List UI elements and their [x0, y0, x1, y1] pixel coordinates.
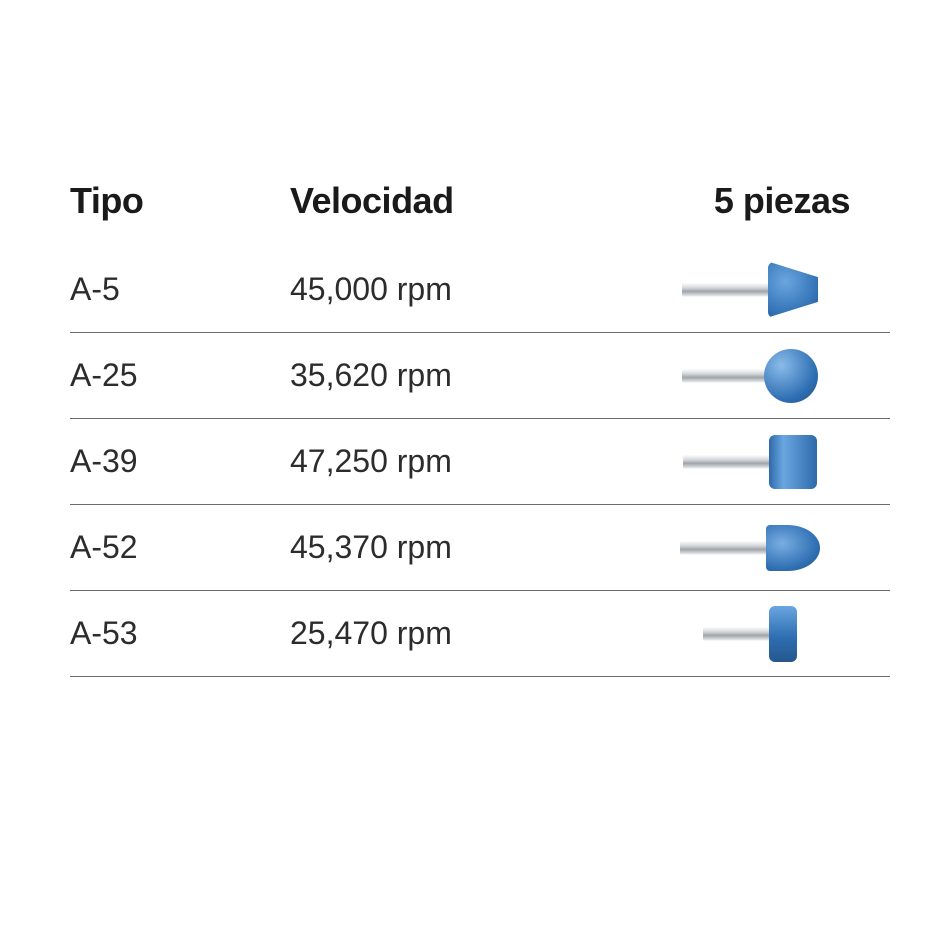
cell-tipo: A-52	[70, 529, 290, 566]
cell-velocidad: 45,000 rpm	[290, 271, 610, 308]
table-row: A-39 47,250 rpm	[70, 419, 890, 505]
cell-velocidad: 35,620 rpm	[290, 357, 610, 394]
bit-head-icon	[769, 606, 797, 662]
cell-image	[610, 435, 890, 489]
header-piezas: 5 piezas	[610, 180, 890, 222]
bit-shaft-icon	[682, 283, 768, 297]
cell-image	[610, 525, 890, 571]
cell-image	[610, 349, 890, 403]
bit-head-icon	[764, 349, 818, 403]
bit-shaft-icon	[683, 455, 769, 469]
table-row: A-52 45,370 rpm	[70, 505, 890, 591]
bit-cylinder-icon	[683, 435, 817, 489]
table-row: A-5 45,000 rpm	[70, 247, 890, 333]
bit-ball-icon	[682, 349, 818, 403]
bit-disc-icon	[703, 606, 797, 662]
bit-shaft-icon	[680, 541, 766, 555]
header-tipo: Tipo	[70, 180, 290, 222]
cell-image	[610, 606, 890, 662]
cell-tipo: A-53	[70, 615, 290, 652]
bit-shaft-icon	[682, 369, 768, 383]
cell-image	[610, 262, 890, 318]
spec-table: Tipo Velocidad 5 piezas A-5 45,000 rpm A…	[70, 180, 890, 677]
cell-tipo: A-5	[70, 271, 290, 308]
bit-bullet-icon	[680, 525, 820, 571]
cell-tipo: A-25	[70, 357, 290, 394]
table-row: A-25 35,620 rpm	[70, 333, 890, 419]
bit-head-icon	[769, 435, 817, 489]
table-row: A-53 25,470 rpm	[70, 591, 890, 677]
cell-velocidad: 45,370 rpm	[290, 529, 610, 566]
cell-velocidad: 25,470 rpm	[290, 615, 610, 652]
cell-tipo: A-39	[70, 443, 290, 480]
cell-velocidad: 47,250 rpm	[290, 443, 610, 480]
bit-head-icon	[766, 525, 820, 571]
bit-shaft-icon	[703, 627, 769, 641]
header-velocidad: Velocidad	[290, 180, 610, 222]
bit-head-icon	[768, 262, 818, 318]
bit-cone-icon	[682, 262, 818, 318]
table-header-row: Tipo Velocidad 5 piezas	[70, 180, 890, 247]
